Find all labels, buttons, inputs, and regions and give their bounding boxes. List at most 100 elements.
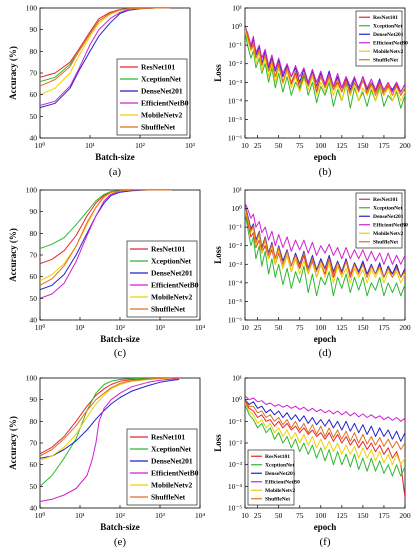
- panel-caption: (b): [319, 166, 332, 178]
- legend-label: ShuffleNet: [265, 497, 290, 503]
- y-tick-label: 80: [30, 47, 38, 56]
- legend-label: DenseNet201: [373, 32, 404, 38]
- legend-label: ShuffleNet: [373, 240, 398, 246]
- x-tick-label: 10: [241, 323, 249, 332]
- x-tick-label: 25: [254, 511, 262, 520]
- y-tick-label: 60: [30, 90, 38, 99]
- y-tick-label: 90: [30, 395, 38, 404]
- y-tick-label: 10⁻⁶: [228, 316, 242, 325]
- legend-label: DenseNet201: [373, 214, 404, 220]
- x-tick-label: 10⁰: [35, 141, 46, 150]
- series-group: [40, 190, 172, 299]
- legend-label: XceptionNet: [265, 463, 294, 469]
- series-group: [40, 378, 180, 502]
- x-axis-label: epoch: [314, 522, 337, 532]
- x-tick-label: 10⁴: [195, 323, 206, 332]
- legend-label: XceptionNet: [141, 75, 181, 84]
- legend-box: [355, 10, 403, 67]
- x-tick-label: 10³: [155, 323, 166, 332]
- y-tick-label: 40: [30, 504, 38, 513]
- x-tick-label: 10²: [115, 511, 126, 520]
- x-axis-label: Batch-size: [95, 152, 135, 162]
- panel-caption: (c): [114, 347, 127, 359]
- x-tick-label: 175: [378, 323, 390, 332]
- series-line-efficientnetb0: [245, 395, 405, 422]
- legend-label: ShuffleNet: [151, 493, 186, 502]
- x-tick-label: 75: [296, 141, 304, 150]
- x-tick-label: 175: [378, 141, 390, 150]
- x-tick-label: 75: [296, 511, 304, 520]
- y-tick-label: 100: [26, 374, 38, 383]
- x-tick-label: 10¹: [75, 511, 85, 520]
- y-tick-label: 10⁻⁴: [228, 482, 242, 491]
- panel-caption: (f): [320, 536, 331, 548]
- y-tick-label: 10⁻⁴: [228, 96, 242, 105]
- x-tick-label: 10³: [185, 141, 196, 150]
- panel-caption: (e): [114, 536, 127, 548]
- y-tick-label: 40: [30, 134, 38, 143]
- legend-label: ShuffleNet: [141, 123, 176, 132]
- x-tick-label: 10²: [115, 323, 126, 332]
- legend-label: MobileNetv2: [373, 49, 403, 55]
- legend-box: [126, 428, 198, 506]
- x-tick-label: 200: [399, 323, 411, 332]
- series-line-mobilenetv2: [245, 402, 405, 466]
- series-line-shufflenet: [40, 190, 172, 286]
- x-tick-label: 10⁴: [195, 511, 206, 520]
- legend-box: [355, 192, 403, 249]
- series-line-shufflenet: [40, 8, 171, 87]
- series-group: [245, 395, 405, 498]
- y-tick-label: 40: [30, 316, 38, 325]
- x-tick-label: 50: [275, 141, 283, 150]
- series-line-shufflenet: [245, 206, 405, 278]
- y-tick-label: 70: [30, 69, 38, 78]
- x-tick-label: 125: [336, 511, 348, 520]
- chart-panel-f: 10 25 50 75 100 125 150 175 200 10⁻⁵ 10⁻⁴ 10⁻³ 10⁻² 1…: [213, 374, 411, 549]
- legend-label: MobileNetv2: [151, 293, 192, 302]
- x-tick-label: 150: [357, 511, 369, 520]
- panel-caption: (d): [319, 347, 332, 359]
- y-tick-label: 10⁻¹: [228, 417, 242, 426]
- legend-label: ShuffleNet: [151, 305, 186, 314]
- legend-label: XceptionNet: [151, 257, 191, 266]
- series-line-densenet201: [40, 190, 172, 291]
- legend-label: XceptionNet: [373, 24, 402, 30]
- y-axis-label: Accuracy (%): [8, 416, 18, 470]
- chart-panel-a: 10⁰ 10¹ 10² 10³ 40 50 60 70 80 90 100 Batch-size Acc…: [8, 4, 196, 179]
- series-line-xceptionnet: [245, 404, 405, 477]
- x-tick-label: 75: [296, 323, 304, 332]
- series-group: [40, 8, 171, 109]
- legend: ResNet101 XceptionNet DenseNet201 Efficient…: [355, 192, 408, 249]
- y-tick-label: 50: [30, 482, 38, 491]
- y-tick-label: 70: [30, 439, 38, 448]
- series-line-xceptionnet: [40, 378, 180, 487]
- x-tick-label: 10⁰: [35, 511, 46, 520]
- legend-label: MobileNetv2: [151, 481, 192, 490]
- y-tick-label: 70: [30, 251, 38, 260]
- y-tick-label: 10⁰: [231, 204, 242, 213]
- series-line-densenet201: [40, 379, 180, 459]
- series-line-densenet201: [245, 399, 405, 442]
- y-tick-label: 10⁻³: [228, 260, 242, 269]
- y-tick-label: 10⁻⁵: [228, 115, 242, 124]
- x-tick-label: 25: [254, 141, 262, 150]
- y-tick-label: 10¹: [232, 4, 242, 13]
- series-group: [245, 202, 405, 297]
- x-tick-label: 100: [315, 511, 327, 520]
- y-tick-label: 10⁻¹: [228, 223, 242, 232]
- series-line-mobilenetv2: [40, 190, 172, 282]
- x-tick-label: 200: [399, 141, 411, 150]
- y-tick-label: 10⁻⁵: [228, 297, 242, 306]
- legend: ResNet101 XceptionNet DenseNet201 Efficient…: [126, 240, 199, 318]
- y-tick-label: 10⁰: [231, 22, 242, 31]
- legend-label: MobileNetv2: [373, 231, 403, 237]
- series-line-efficientnetb0: [40, 190, 172, 299]
- x-axis-label: Batch-size: [100, 522, 140, 532]
- legend-label: XceptionNet: [373, 206, 402, 212]
- x-tick-label: 10²: [135, 141, 146, 150]
- y-tick-label: 100: [26, 186, 38, 195]
- x-tick-label: 10: [241, 141, 249, 150]
- y-tick-label: 60: [30, 272, 38, 281]
- y-axis-label: Accuracy (%): [8, 228, 18, 282]
- y-tick-label: 80: [30, 229, 38, 238]
